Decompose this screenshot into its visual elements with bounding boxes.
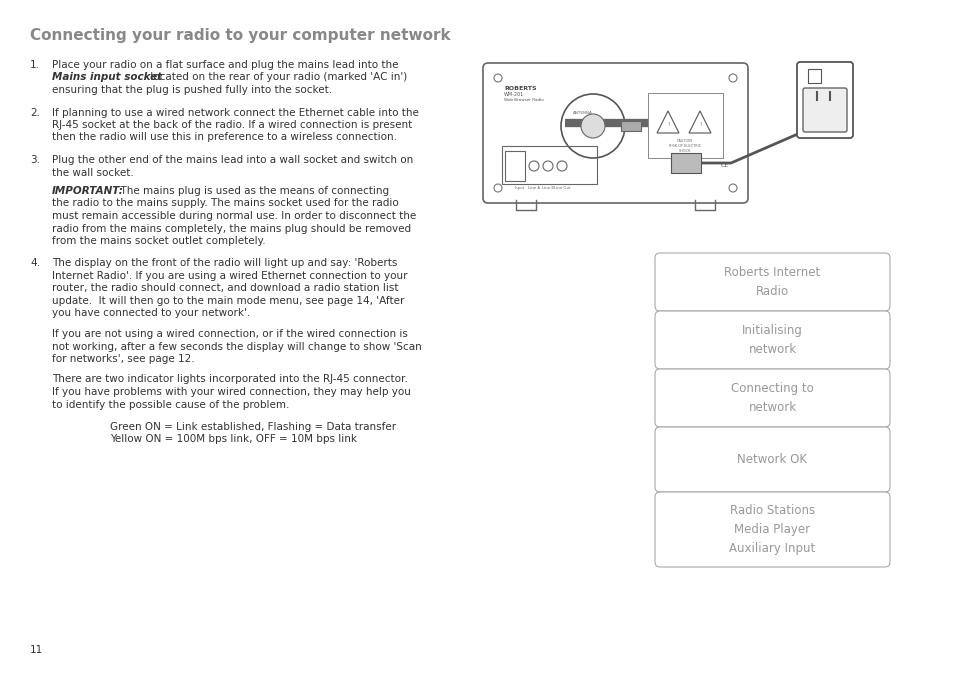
Text: ANTENNA: ANTENNA [573, 111, 593, 115]
FancyBboxPatch shape [482, 63, 747, 203]
Text: for networks', see page 12.: for networks', see page 12. [52, 354, 194, 364]
FancyBboxPatch shape [802, 88, 846, 132]
Text: If you have problems with your wired connection, they may help you: If you have problems with your wired con… [52, 387, 411, 397]
Text: If you are not using a wired connection, or if the wired connection is: If you are not using a wired connection,… [52, 329, 408, 339]
Text: Input: Input [515, 186, 524, 190]
Text: Plug the other end of the mains lead into a wall socket and switch on: Plug the other end of the mains lead int… [52, 155, 413, 165]
Text: 1.: 1. [30, 60, 40, 70]
Text: Line B: Line B [541, 186, 554, 190]
FancyBboxPatch shape [655, 369, 889, 427]
Text: !: ! [666, 122, 668, 127]
Text: !: ! [699, 122, 700, 127]
Text: RJ-45 socket at the back of the radio. If a wired connection is present: RJ-45 socket at the back of the radio. I… [52, 120, 412, 130]
Text: located on the rear of your radio (marked 'AC in'): located on the rear of your radio (marke… [147, 73, 407, 83]
Text: Green ON = Link established, Flashing = Data transfer: Green ON = Link established, Flashing = … [110, 422, 395, 432]
FancyBboxPatch shape [655, 492, 889, 567]
Bar [807, 69, 821, 83]
Text: ROBERTS: ROBERTS [503, 86, 536, 91]
Text: Roberts Internet
Radio: Roberts Internet Radio [723, 266, 820, 298]
Text: CAUTION
RISK OF ELECTRIC
SHOCK: CAUTION RISK OF ELECTRIC SHOCK [668, 139, 700, 153]
Text: Internet Radio'. If you are using a wired Ethernet connection to your: Internet Radio'. If you are using a wire… [52, 271, 407, 281]
Text: to identify the possible cause of the problem.: to identify the possible cause of the pr… [52, 400, 289, 409]
Text: If planning to use a wired network connect the Ethernet cable into the: If planning to use a wired network conne… [52, 108, 418, 118]
FancyBboxPatch shape [796, 62, 852, 138]
Text: radio from the mains completely, the mains plug should be removed: radio from the mains completely, the mai… [52, 223, 411, 234]
Text: Initialising
network: Initialising network [741, 324, 802, 356]
Text: Line Out: Line Out [553, 186, 570, 190]
Text: Network OK: Network OK [737, 453, 806, 466]
FancyBboxPatch shape [655, 253, 889, 311]
Text: ensuring that the plug is pushed fully into the socket.: ensuring that the plug is pushed fully i… [52, 85, 332, 95]
Text: The display on the front of the radio will light up and say: 'Roberts: The display on the front of the radio wi… [52, 258, 397, 269]
Text: the wall socket.: the wall socket. [52, 168, 133, 178]
Text: you have connected to your network'.: you have connected to your network'. [52, 308, 250, 318]
Text: not working, after a few seconds the display will change to show 'Scan: not working, after a few seconds the dis… [52, 341, 421, 351]
Bar [670, 153, 700, 173]
Text: IMPORTANT:: IMPORTANT: [52, 186, 124, 196]
Text: WM-201: WM-201 [503, 92, 524, 97]
Text: There are two indicator lights incorporated into the RJ-45 connector.: There are two indicator lights incorpora… [52, 374, 407, 384]
Text: update.  It will then go to the main mode menu, see page 14, 'After: update. It will then go to the main mode… [52, 296, 404, 306]
Text: 4.: 4. [30, 258, 40, 269]
Text: the radio to the mains supply. The mains socket used for the radio: the radio to the mains supply. The mains… [52, 199, 398, 209]
Text: 3.: 3. [30, 155, 40, 165]
Text: router, the radio should connect, and download a radio station list: router, the radio should connect, and do… [52, 283, 398, 293]
Bar [504, 151, 524, 181]
Text: 2.: 2. [30, 108, 40, 118]
Text: must remain accessible during normal use. In order to disconnect the: must remain accessible during normal use… [52, 211, 416, 221]
Bar [620, 121, 640, 131]
Text: Radio Stations
Media Player
Auxiliary Input: Radio Stations Media Player Auxiliary In… [729, 504, 815, 555]
Text: Place your radio on a flat surface and plug the mains lead into the: Place your radio on a flat surface and p… [52, 60, 398, 70]
Circle shape [580, 114, 604, 138]
Text: Web Browser Radio: Web Browser Radio [503, 98, 543, 102]
FancyBboxPatch shape [655, 311, 889, 369]
Bar [501, 146, 597, 184]
Bar [647, 93, 722, 158]
Text: CE: CE [720, 163, 728, 168]
Text: from the mains socket outlet completely.: from the mains socket outlet completely. [52, 236, 265, 246]
Text: Connecting to
network: Connecting to network [730, 382, 813, 414]
Text: Line A: Line A [527, 186, 539, 190]
Text: then the radio will use this in preference to a wireless connection.: then the radio will use this in preferen… [52, 133, 396, 143]
Text: Connecting your radio to your computer network: Connecting your radio to your computer n… [30, 28, 450, 43]
Text: 11: 11 [30, 645, 43, 655]
FancyBboxPatch shape [655, 427, 889, 492]
Text: Yellow ON = 100M bps link, OFF = 10M bps link: Yellow ON = 100M bps link, OFF = 10M bps… [110, 435, 356, 444]
Text: Mains input socket: Mains input socket [52, 73, 162, 83]
Text: The mains plug is used as the means of connecting: The mains plug is used as the means of c… [113, 186, 389, 196]
